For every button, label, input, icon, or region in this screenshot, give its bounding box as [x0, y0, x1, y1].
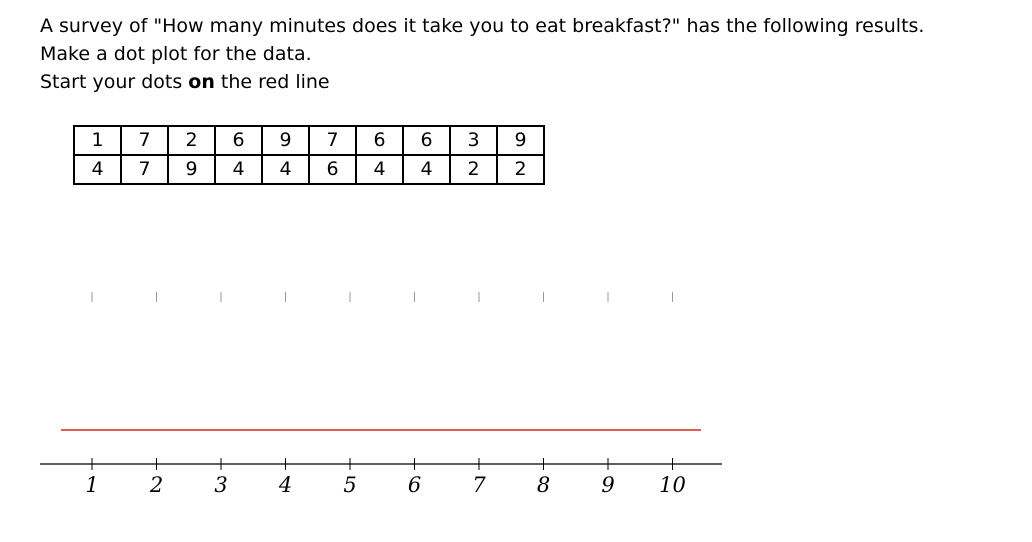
- table-cell: 4: [261, 154, 310, 185]
- table-cell: 2: [449, 154, 498, 185]
- prompt-hint-start: Start your dots: [40, 71, 189, 93]
- table-cell: 9: [167, 154, 216, 185]
- prompt-hint-end: the red line: [214, 71, 330, 93]
- prompt-line-survey: A survey of "How many minutes does it ta…: [40, 15, 925, 37]
- prompt-line-red-line-hint: Start your dots on the red line: [40, 68, 924, 96]
- table-cell: 6: [402, 125, 451, 156]
- axis-tick-label: 9: [601, 473, 614, 497]
- table-cell: 9: [261, 125, 310, 156]
- table-cell: 2: [167, 125, 216, 156]
- dot-plot-area[interactable]: 1 2 3 4 5 6 7 8 9 10: [0, 270, 1032, 510]
- prompt-hint-on: on: [188, 71, 215, 93]
- table-cell: 4: [73, 154, 122, 185]
- axis-tick-label: 1: [85, 473, 98, 497]
- axis-tick-label: 10: [659, 473, 686, 497]
- column-guide-marks: [91, 292, 673, 302]
- axis-tick-label: 6: [408, 473, 421, 497]
- prompt-line-instruction: Make a dot plot for the data.: [40, 43, 312, 65]
- table-cell: 3: [449, 125, 498, 156]
- table-cell: 6: [355, 125, 404, 156]
- table-cell: 4: [402, 154, 451, 185]
- question-prompt: A survey of "How many minutes does it ta…: [40, 12, 924, 96]
- axis-tick-label: 2: [149, 473, 163, 497]
- table-cell: 6: [214, 125, 263, 156]
- axis-tick-label: 4: [278, 473, 292, 497]
- axis-tick-label: 3: [214, 473, 227, 497]
- table-cell: 4: [214, 154, 263, 185]
- table-cell: 7: [308, 125, 357, 156]
- table-cell: 7: [120, 154, 169, 185]
- axis-tick-label: 7: [472, 473, 486, 497]
- table-cell: 7: [120, 125, 169, 156]
- table-cell: 9: [496, 125, 545, 156]
- table-cell: 2: [496, 154, 545, 185]
- number-line-labels: 1 2 3 4 5 6 7 8 9 10: [85, 473, 686, 497]
- table-cell: 4: [355, 154, 404, 185]
- number-line-ticks: [91, 458, 673, 470]
- axis-tick-label: 8: [537, 473, 550, 497]
- table-cell: 6: [308, 154, 357, 185]
- axis-tick-label: 5: [343, 473, 356, 497]
- table-cell: 1: [73, 125, 122, 156]
